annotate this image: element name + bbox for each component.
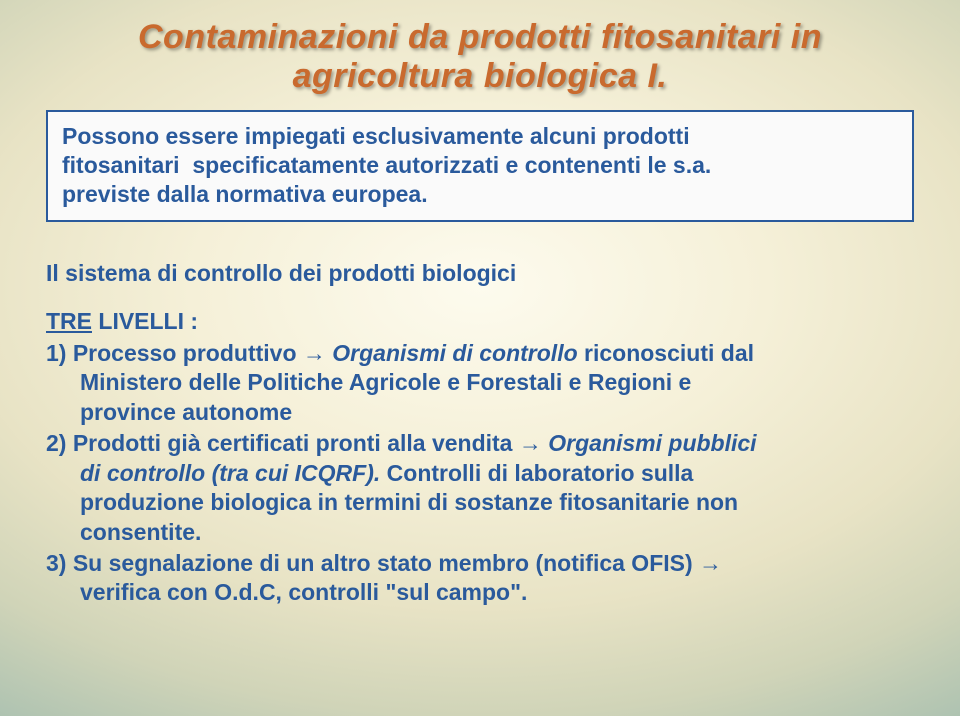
item2-line3: produzione biologica in termini di sosta… [46, 488, 914, 517]
intro-line-2a: fitosanitari [62, 152, 180, 178]
intro-line-2b: specificatamente autorizzati e contenent… [192, 152, 711, 178]
levels-block: TRE LIVELLI : 1) Processo produttivo → O… [46, 307, 914, 607]
item1-line3: province autonome [46, 398, 914, 427]
slide-title: Contaminazioni da prodotti fitosanitari … [0, 0, 960, 96]
item3-line2: verifica con O.d.C, controlli "sul campo… [46, 578, 914, 607]
levels-heading-rest: LIVELLI : [92, 308, 198, 334]
intro-line-3: previste dalla normativa europea. [62, 181, 428, 207]
intro-text: Possono essere impiegati esclusivamente … [62, 122, 898, 208]
arrow-icon: → [303, 340, 326, 366]
item1-c: riconosciuti dal [584, 340, 754, 366]
intro-box: Possono essere impiegati esclusivamente … [46, 110, 914, 222]
item3-a: Su segnalazione di un altro stato membro… [73, 550, 693, 576]
item2-line4: consentite. [46, 518, 914, 547]
item1-b: Organismi di controllo [332, 340, 577, 366]
arrow-icon: → [699, 550, 722, 576]
level-item-2: 2) Prodotti già certificati pronti alla … [46, 429, 914, 547]
item2-b2: di controllo (tra cui ICQRF). [80, 460, 380, 486]
item2-b1: Organismi pubblici [548, 430, 756, 456]
title-line-1: Contaminazioni da prodotti fitosanitari … [138, 18, 822, 56]
level-item-3: 3) Su segnalazione di un altro stato mem… [46, 549, 914, 608]
item1-line2: Ministero delle Politiche Agricole e For… [46, 368, 914, 397]
item2-a: Prodotti già certificati pronti alla ven… [73, 430, 513, 456]
levels-heading-underlined: TRE [46, 308, 92, 334]
arrow-icon: → [519, 430, 542, 456]
title-line-2: agricoltura biologica I. [293, 57, 668, 95]
item1-a: Processo produttivo [73, 340, 297, 366]
item2-c2: Controlli di laboratorio sulla [387, 460, 694, 486]
item3-num: 3) [46, 550, 66, 576]
item1-num: 1) [46, 340, 66, 366]
section-heading: Il sistema di controllo dei prodotti bio… [46, 260, 914, 287]
intro-line-1: Possono essere impiegati esclusivamente … [62, 123, 690, 149]
item2-num: 2) [46, 430, 66, 456]
levels-heading: TRE LIVELLI : [46, 307, 914, 336]
level-item-1: 1) Processo produttivo → Organismi di co… [46, 339, 914, 427]
item2-line2: di controllo (tra cui ICQRF). Controlli … [46, 459, 914, 488]
